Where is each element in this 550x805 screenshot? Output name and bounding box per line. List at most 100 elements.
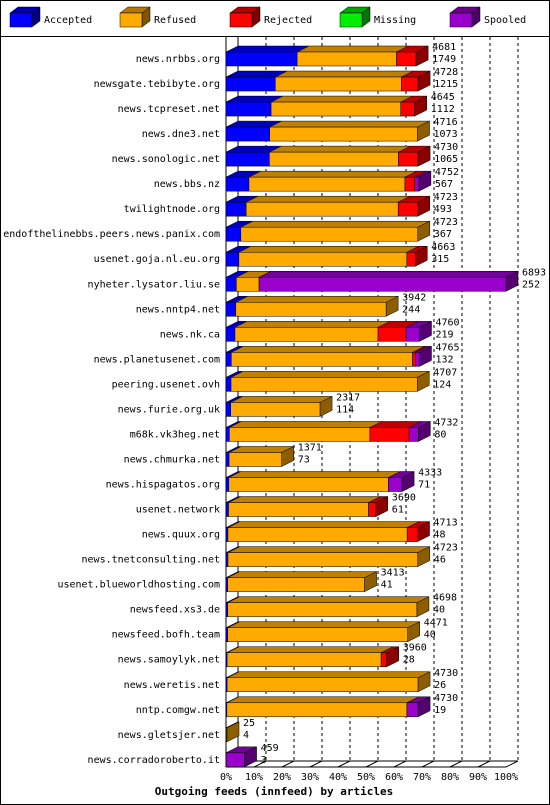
bar-side [281,446,294,467]
bar-side [407,621,420,643]
accepted-label: 71 [418,480,430,491]
legend-item: Missing [339,6,416,28]
accepted-label: 244 [402,304,420,315]
bar-segment [228,471,401,492]
x-tick-label: 10% [245,772,263,783]
y-tick-label: usenet.goja.nl.eu.org [94,254,220,265]
x-tick-label: 40% [329,772,347,783]
bar-side [415,245,428,267]
bar-top [225,45,310,53]
accepted-label: 1749 [432,54,456,65]
y-tick-label: news.tcpreset.net [118,104,220,115]
x-tick [393,760,407,768]
y-tick-label: nntp.comgw.net [136,705,220,716]
x-tick-label: 60% [385,772,403,783]
bar-front [406,527,418,542]
bar-front [225,552,229,567]
accepted-label: 252 [522,279,540,290]
accepted-label: 567 [435,179,453,190]
bar-front [369,427,410,442]
y-tick-label: news.nrbbs.org [136,54,220,65]
legend-swatch [449,12,473,28]
total-label: 4333 [418,468,442,479]
total-label: 459 [261,743,279,754]
accepted-label: 132 [435,354,453,365]
bar-top [240,220,430,228]
chart-title: Outgoing feeds (innfeed) by articles [155,785,393,798]
total-label: 3942 [402,292,426,303]
bar-front [225,527,229,542]
bar-side [417,120,430,142]
bar-top [227,621,420,628]
bar-front [225,176,250,192]
accepted-label: 80 [434,429,446,440]
bar-side [364,571,377,593]
bar-segment [269,120,430,142]
y-tick-label: nyheter.lysator.liu.se [88,279,220,290]
bar-segment [226,696,419,718]
bar-front [227,552,419,567]
bar-front [230,402,321,417]
bar-front [240,226,419,242]
bar-front [405,327,420,342]
bar-segment [228,496,381,517]
bar-front [270,101,401,117]
accepted-label: 41 [381,580,393,591]
bar-front [269,126,418,142]
bar-front [228,502,369,517]
legend-item: Refused [119,6,196,28]
bar-front [225,126,270,142]
accepted-label: 3 [261,755,267,766]
bar-front [225,602,228,617]
x-tick [449,760,463,768]
x-tick-label: 80% [441,772,459,783]
bar-front [296,51,397,67]
bar-front [238,251,408,267]
y-tick-label: news.samoylyk.net [118,655,220,666]
accepted-label: 48 [434,530,446,541]
y-tick-label: m68k.vk3heg.net [130,429,220,440]
total-label: 4752 [435,167,459,178]
bar-front [225,352,232,367]
x-tick [421,760,435,768]
bar-front [404,176,415,192]
x-tick-label: 20% [273,772,291,783]
bar-segment [225,220,253,242]
y-tick-label: news.gletsjer.net [118,730,220,741]
total-label: 4716 [434,117,458,128]
legend-label: Rejected [264,15,312,26]
bar-front [235,302,387,317]
bar-front [406,251,416,267]
legend-label: Refused [154,15,196,26]
bar-side [226,721,240,743]
bar-segment [225,120,282,142]
legend-swatch [119,12,143,28]
bar-front [415,352,420,367]
bar-segment [234,321,391,342]
total-label: 4732 [434,417,458,428]
y-tick-label: peering.usenet.ovh [112,379,220,390]
bar-front [225,277,237,292]
bar-segment [225,496,241,517]
bar-front [380,652,387,667]
x-tick [337,760,351,768]
bar-top [246,195,411,203]
bar-front [225,627,228,642]
bar-segment [270,95,413,117]
bar-front [234,327,379,342]
bar-top [227,521,420,528]
y-tick-label: endofthelinebbs.peers.news.panix.com [3,229,220,240]
bar-front [225,402,232,417]
bar-front [225,752,245,768]
total-label: 4663 [431,242,455,253]
bar-front [225,151,270,167]
accepted-label: 1065 [434,154,458,165]
x-tick [477,760,491,768]
total-label: 3413 [381,568,405,579]
bar-side [417,145,431,167]
total-label: 4730 [434,142,458,153]
bar-segment [296,45,409,67]
bar-front [236,277,260,292]
bar-front [225,101,272,117]
bar-front [258,277,507,292]
